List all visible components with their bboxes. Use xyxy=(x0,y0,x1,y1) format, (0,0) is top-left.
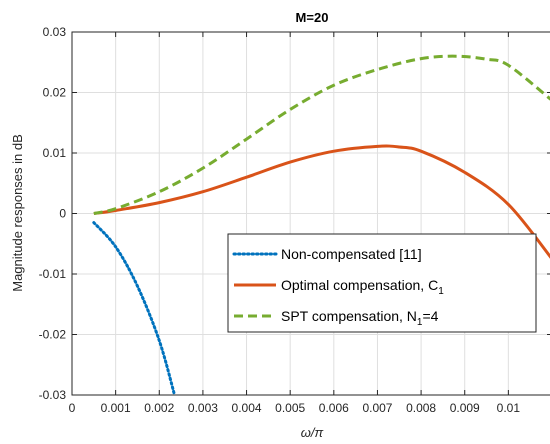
y-ticks: -0.03 -0.02 -0.01 0 0.01 0.02 0.03 xyxy=(39,25,550,402)
x-tick-label: 0.005 xyxy=(275,401,305,415)
legend-label-1: Non-compensated [11] xyxy=(281,246,422,262)
x-tick-label: 0.003 xyxy=(188,401,218,415)
legend: Non-compensated [11] Optimal compensation… xyxy=(227,233,537,333)
y-tick-label: -0.01 xyxy=(39,267,67,281)
x-tick-label: 0 xyxy=(69,401,76,415)
y-axis-label: Magnitude responses in dB xyxy=(10,134,25,292)
legend-label-subscript: 1 xyxy=(417,317,423,328)
x-tick-label: 0.007 xyxy=(362,401,392,415)
y-tick-label: 0.03 xyxy=(43,25,67,39)
legend-label-subscript: 1 xyxy=(438,286,444,297)
series-lines xyxy=(92,54,550,395)
x-tick-label: 0.006 xyxy=(319,401,349,415)
series-line-2 xyxy=(93,144,550,259)
chart-title: M=20 xyxy=(296,10,329,25)
legend-label-text: Non-compensated [11] xyxy=(281,246,422,262)
x-axis-label: ω/π xyxy=(301,425,324,440)
y-tick-label: 0.01 xyxy=(43,146,67,160)
y-tick-label: 0.02 xyxy=(43,86,67,100)
x-ticks: 0 0.001 0.002 0.003 0.004 0.005 0.006 0.007 0.00… xyxy=(69,32,521,415)
legend-label-suffix: =4 xyxy=(422,308,438,324)
y-tick-label: 0 xyxy=(59,207,66,221)
legend-label-text: Optimal compensation, C xyxy=(281,277,438,293)
series-line-1 xyxy=(92,221,177,395)
x-tick-label: 0.001 xyxy=(101,401,131,415)
grid xyxy=(71,31,550,396)
x-tick-label: 0.004 xyxy=(232,401,262,415)
y-tick-label: -0.03 xyxy=(39,388,67,402)
x-tick-label: 0.008 xyxy=(406,401,436,415)
legend-label-3: SPT compensation, N1=4 xyxy=(281,308,439,328)
legend-box xyxy=(227,233,537,333)
series-line-3 xyxy=(93,54,550,215)
y-tick-label: -0.02 xyxy=(39,328,67,342)
x-tick-label: 0.002 xyxy=(144,401,174,415)
legend-label-2: Optimal compensation, C1 xyxy=(281,277,444,297)
x-tick-label: 0.009 xyxy=(450,401,480,415)
x-tick-label: 0.01 xyxy=(497,401,521,415)
legend-label-text: SPT compensation, N xyxy=(281,308,417,324)
